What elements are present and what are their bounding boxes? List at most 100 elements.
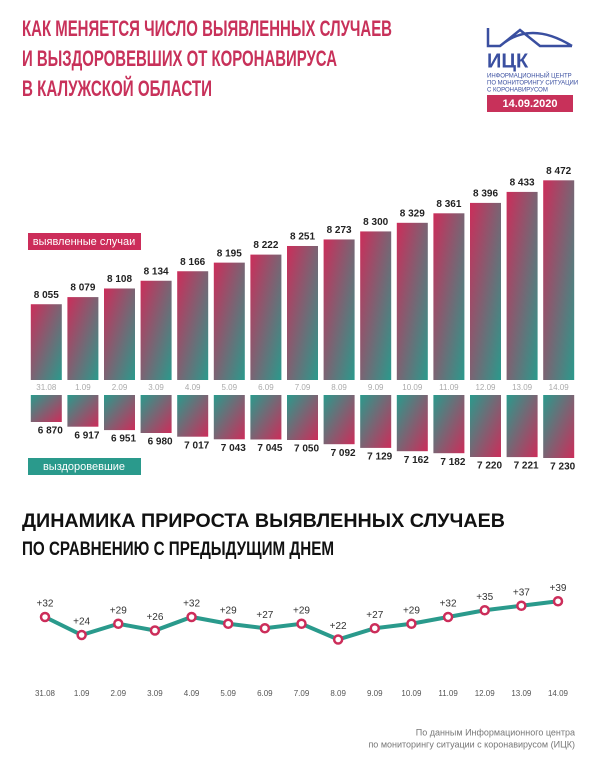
bar [360,231,392,380]
data-label: 8 251 [290,232,315,243]
marker [186,611,197,623]
title-line: В КАЛУЖСКОЙ ОБЛАСТИ [22,76,212,101]
x-tick-label: 14.09 [548,689,569,698]
section-title: ПО СРАВНЕНИЮ С ПРЕДЫДУЩИМ ДНЕМ [22,539,334,560]
marker [369,623,381,634]
data-label: +29 [220,605,237,616]
marker [259,623,271,634]
data-label: 8 079 [70,283,95,294]
bar [177,271,209,380]
x-tick-label: 1.09 [75,383,91,392]
data-label: 6 870 [38,426,63,437]
x-tick-label: 6.09 [257,689,273,698]
marker [479,605,490,616]
x-tick-label: 1.09 [74,689,90,698]
data-label: 7 092 [331,448,356,459]
marker [442,611,454,623]
data-label: 7 162 [404,455,429,466]
logo-caption: ИНФОРМАЦИОННЫЙ ЦЕНТР [487,72,572,80]
x-tick-label: 13.09 [511,689,532,698]
data-label: +37 [513,587,530,598]
logo-icon [486,28,573,48]
bar [396,222,428,380]
x-tick-label: 4.09 [185,383,201,392]
date-box [487,95,573,112]
marker [516,600,527,611]
data-label: +32 [37,599,54,610]
bar [104,288,135,380]
data-label: 7 182 [440,457,465,468]
data-label: 8 273 [327,225,352,236]
data-label: 7 043 [221,443,246,454]
bar [104,395,135,431]
marker [113,618,124,629]
marker [222,618,234,629]
section-title: ДИНАМИКА ПРИРОСТА ВЫЯВЛЕННЫХ СЛУЧАЕВ [22,511,505,532]
data-label: 8 300 [363,217,388,228]
data-label: 8 055 [34,290,59,301]
x-tick-label: 10.09 [402,383,423,392]
marker [552,596,564,607]
data-label: 8 222 [253,240,278,251]
x-tick-label: 3.09 [147,689,163,698]
x-tick-label: 12.09 [475,689,496,698]
x-tick-label: 9.09 [368,383,384,392]
x-tick-label: 13.09 [512,383,533,392]
x-tick-label: 12.09 [475,383,496,392]
bar [250,254,282,380]
x-tick-label: 9.09 [367,689,383,698]
data-label: 8 396 [473,189,498,200]
data-label: +29 [110,605,127,616]
bar [67,297,99,380]
legend-label: выздоровевшие [43,461,125,473]
data-label: 8 472 [546,166,571,177]
bar [287,395,318,440]
data-label: +32 [183,599,200,610]
bar [213,262,245,380]
data-label: 7 230 [550,462,575,473]
x-tick-label: 2.09 [112,383,128,392]
bar [470,202,501,380]
data-label: +27 [256,610,273,621]
data-label: 7 129 [367,452,392,463]
data-label: 7 045 [257,443,282,454]
logo-caption: С КОРОНАВИРУСОМ [487,88,548,94]
data-label: +35 [476,592,493,603]
bar [30,304,62,380]
x-tick-label: 7.09 [295,383,311,392]
x-tick-label: 10.09 [401,689,422,698]
data-label: +24 [73,617,90,628]
x-tick-label: 5.09 [222,383,238,392]
data-label: 7 221 [514,461,539,472]
bar [543,395,575,458]
bar [433,213,465,380]
marker [39,611,51,623]
marker [406,618,417,629]
legend-box [28,233,141,250]
x-tick-label: 5.09 [220,689,236,698]
data-label: +39 [550,583,567,594]
marker [296,618,307,629]
date: 14.09.2020 [502,98,557,110]
x-tick-label: 8.09 [330,689,346,698]
bar [140,395,172,433]
marker [76,629,87,641]
x-tick-label: 3.09 [148,383,164,392]
source: По данным Информационного центра [416,727,575,737]
bar [67,395,99,427]
data-label: +27 [366,610,383,621]
data-label: 8 361 [436,199,461,210]
data-label: 6 951 [111,434,136,445]
x-tick-label: 31.08 [35,689,56,698]
data-label: 8 195 [217,248,242,259]
data-label: 8 108 [107,274,132,285]
title-line: КАК МЕНЯЕТСЯ ЧИСЛО ВЫЯВЛЕННЫХ СЛУЧАЕВ [22,16,392,41]
data-label: 7 017 [184,440,209,451]
data-label: 7 050 [294,444,319,455]
x-tick-label: 14.09 [549,383,570,392]
logo: ИЦК ИНФОРМАЦИОННЫЙ ЦЕНТР ПО МОНИТОРИНГУ … [486,28,578,112]
bar [360,395,392,448]
x-tick-label: 31.08 [36,383,57,392]
bar [177,395,209,437]
x-tick-label: 8.09 [331,383,347,392]
